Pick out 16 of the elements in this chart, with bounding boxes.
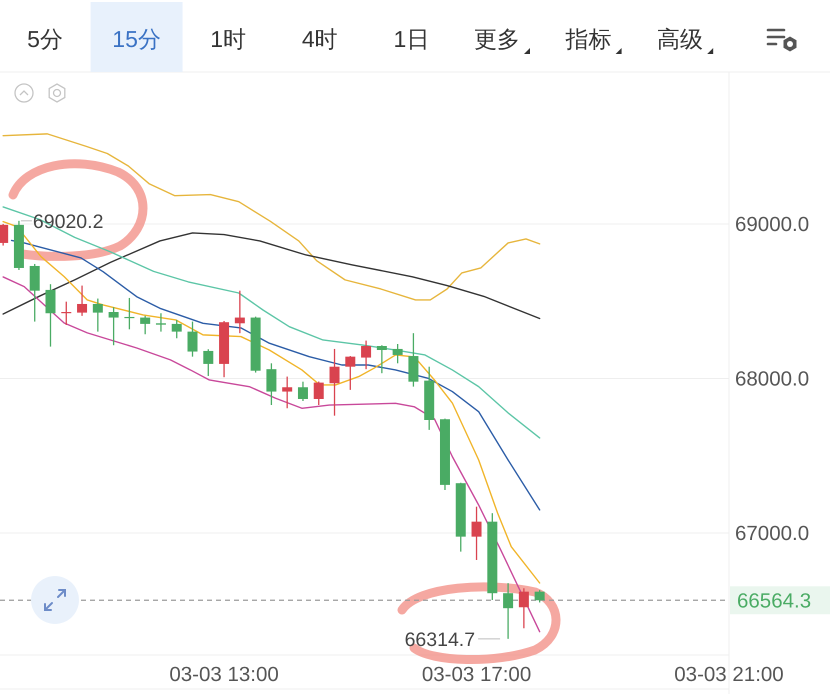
text: 4时 — [302, 26, 338, 52]
text: 1日 — [394, 26, 430, 52]
text: 指标 — [564, 26, 612, 52]
y-tick-label: 67000.0 — [735, 522, 810, 545]
text: 1时 — [210, 26, 246, 52]
text: 高级 — [657, 26, 704, 52]
annotation: 66314.7 — [404, 628, 476, 651]
x-tick-label: 03-03 21:00 — [674, 663, 784, 686]
y-tick-label: 69000.0 — [735, 212, 810, 236]
text: 15分 — [112, 26, 161, 52]
y-tick-label: 68000.0 — [735, 367, 810, 390]
text: 更多 — [474, 26, 520, 52]
x-tick-label: 03-03 13:00 — [169, 663, 279, 686]
text: 5分 — [27, 26, 63, 52]
x-tick-label: 03-03 17:00 — [422, 663, 532, 686]
ref-line-label: 66564.3 — [737, 589, 812, 612]
